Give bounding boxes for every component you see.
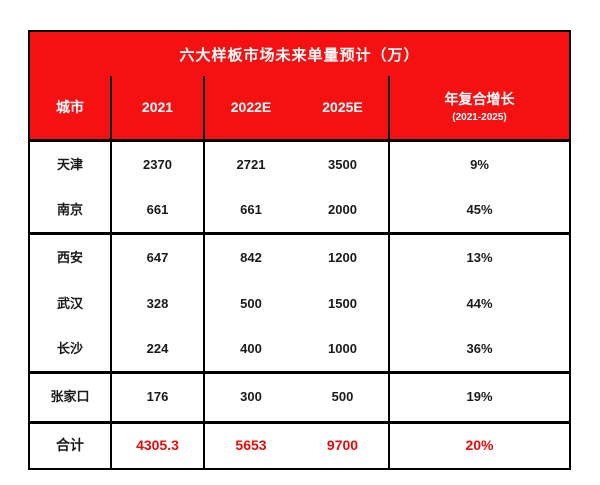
table-total-row: 合计 4305.3 5653 9700 20% [30, 424, 569, 468]
cell-cagr: 13% [466, 249, 493, 265]
cell-city: 武汉 [30, 281, 112, 327]
cell-2021: 328 [112, 281, 205, 327]
cell-cagr: 9% [470, 157, 489, 173]
table-row: 长沙 224 400 1000 36% [30, 327, 569, 374]
cell-total-cagr: 20% [465, 437, 494, 454]
cell-2025e: 3500 [297, 142, 390, 189]
header-cagr-period: (2021-2025) [452, 112, 507, 123]
cell-2021: 661 [112, 189, 205, 232]
header-2025e: 2025E [297, 76, 390, 139]
cell-city: 南京 [30, 189, 112, 232]
table-row: 天津 2370 2721 3500 9% [30, 142, 569, 189]
header-city: 城市 [30, 76, 112, 139]
table-row: 张家口 176 300 500 19% [30, 374, 569, 424]
cell-2025e: 2000 [297, 189, 390, 232]
cell-total-label: 合计 [30, 424, 112, 468]
table-row: 西安 647 842 1200 13% [30, 235, 569, 281]
cell-total-2021: 4305.3 [112, 424, 205, 468]
cell-2022e: 661 [240, 202, 262, 218]
cell-2025e: 1000 [297, 327, 390, 371]
header-cagr: 年复合增长 (2021-2025) [390, 76, 569, 139]
cell-2025e: 1200 [297, 235, 390, 281]
cell-cagr: 45% [466, 202, 493, 218]
cell-2021: 176 [112, 374, 205, 421]
cell-city: 张家口 [30, 374, 112, 421]
header-2022e: 2022E [230, 98, 272, 115]
cell-2022e: 300 [240, 389, 262, 405]
cell-2021: 647 [112, 235, 205, 281]
header-2021: 2021 [112, 76, 205, 139]
cell-cagr: 36% [466, 340, 493, 356]
cell-cagr: 44% [466, 295, 493, 311]
cell-2025e: 500 [297, 374, 390, 421]
cell-city: 天津 [30, 142, 112, 189]
cell-2022e: 400 [240, 340, 262, 356]
cell-2022e: 842 [240, 249, 262, 265]
cell-2022e: 2721 [236, 157, 266, 173]
table-header-row: 城市 2021 2022E 2025E 年复合增长 (2021-2025) [30, 76, 569, 142]
cell-city: 西安 [30, 235, 112, 281]
table-row: 南京 661 661 2000 45% [30, 189, 569, 235]
cell-total-2025e: 9700 [297, 424, 390, 468]
cell-total-2022e: 5653 [235, 437, 267, 454]
cell-2021: 2370 [112, 142, 205, 189]
cell-2025e: 1500 [297, 281, 390, 327]
cell-2021: 224 [112, 327, 205, 371]
table-title: 六大样板市场未来单量预计（万） [30, 32, 569, 76]
cell-cagr: 19% [466, 389, 493, 405]
cell-city: 长沙 [30, 327, 112, 371]
cell-2022e: 500 [240, 295, 262, 311]
forecast-table: 六大样板市场未来单量预计（万） 城市 2021 2022E 2025E 年复合增… [28, 30, 571, 470]
header-cagr-label: 年复合增长 [444, 90, 515, 107]
table-row: 武汉 328 500 1500 44% [30, 281, 569, 327]
